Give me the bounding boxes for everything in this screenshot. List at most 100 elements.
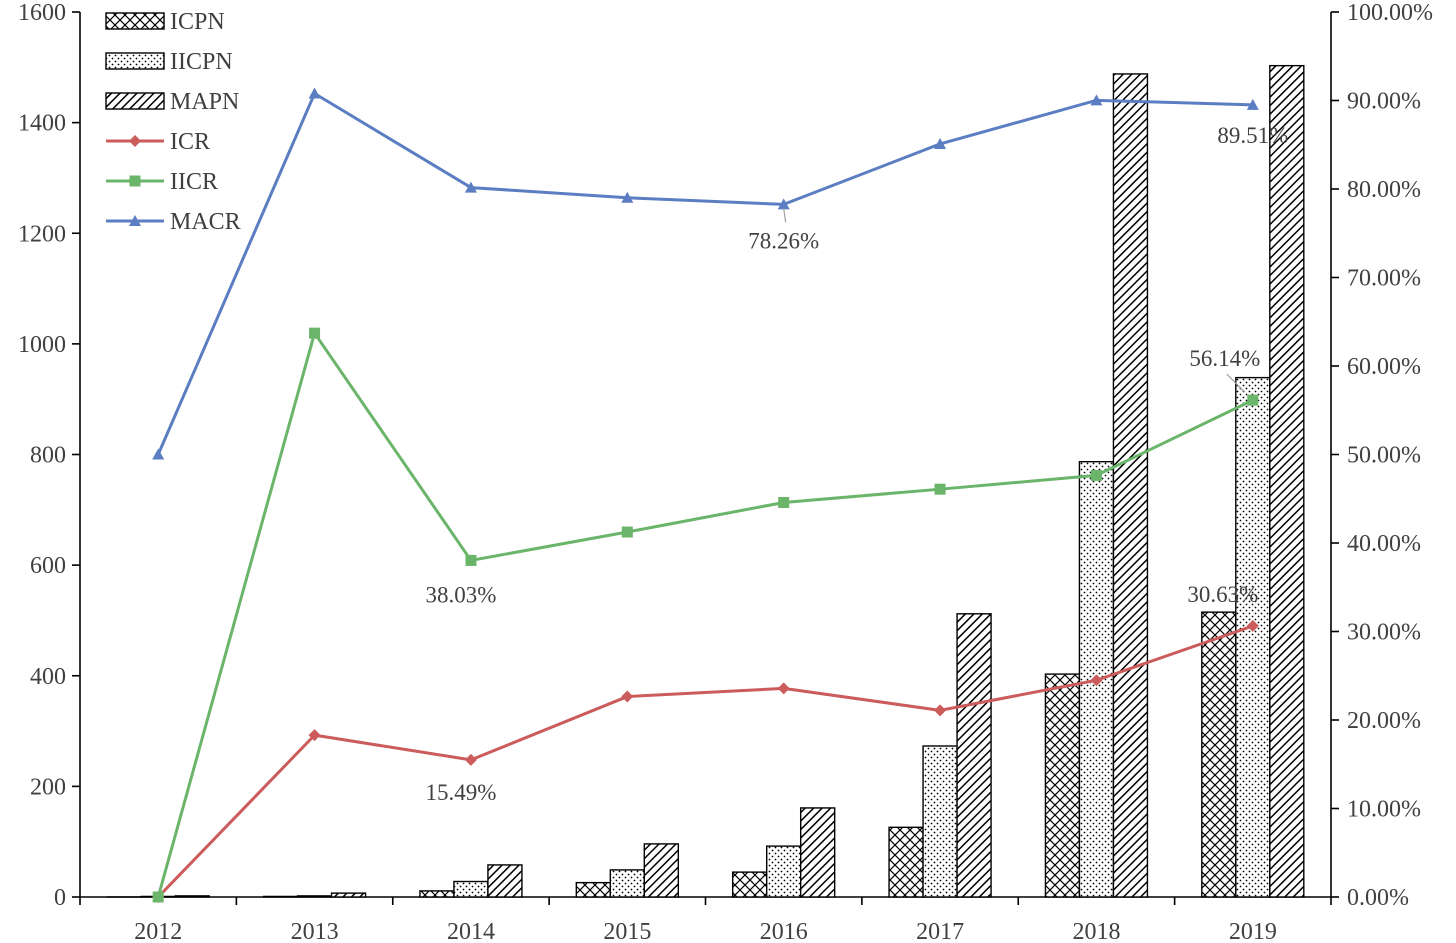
legend-swatch-mapn [105,92,165,110]
bar-iicpn-2018 [1078,460,1115,898]
bar-iicpn-2013 [296,895,333,898]
data-label-icr-2014: 15.49% [425,780,496,805]
bar-mapn-2017 [956,613,992,898]
point-iicr-2012 [152,891,164,903]
point-iicr-2019 [1247,394,1259,406]
line-iicr [156,331,1254,898]
point-iicr-2018 [1090,469,1102,481]
x-tick-label: 2014 [447,919,495,943]
bar-icpn-2016 [731,871,768,898]
left-y-tick-label: 1000 [18,332,66,358]
data-label-macr-2019: 89.51% [1217,123,1288,148]
legend-marker-icr [129,135,141,147]
legend-item-iicr: IICR [106,169,218,195]
point-macr-2013 [308,87,321,99]
x-tick-label: 2015 [603,919,651,943]
right-y-tick-label: 80.00% [1347,177,1421,203]
line-series-group [152,87,1259,903]
legend-label-iicpn: IICPN [170,49,233,75]
legend-label-icr: ICR [170,129,210,155]
point-macr-2019 [1246,98,1259,110]
bar-icpn-2013 [262,895,299,898]
point-icr-2014 [464,753,477,766]
right-y-tick-label: 70.00% [1347,266,1421,292]
point-iicr-2017 [934,483,946,495]
point-iicr-2016 [778,496,790,508]
bar-mapn-2018 [1112,73,1149,898]
right-y-tick-label: 90.00% [1347,89,1421,115]
point-macr-2016 [777,198,790,210]
legend-swatch-iicpn [105,52,165,70]
point-iicr-2015 [621,526,633,538]
legend-item-icpn: ICPN [105,9,225,35]
data-label-iicr-2019: 56.14% [1189,346,1260,371]
bar-iicpn-2017 [922,745,958,898]
axes: 0 200 400 600 800 1000 1200 1400 1600 0.00% 10.00%… [18,0,1433,943]
right-y-tick-label: 0.00% [1347,885,1409,911]
left-y-tick-label: 0 [54,885,66,911]
point-macr-2014 [464,181,477,193]
point-macr-2018 [1090,94,1103,106]
point-iicr-2014 [465,554,477,566]
right-y-tick-label: 40.00% [1347,531,1421,557]
point-icr-2019 [1246,619,1259,632]
x-tick-label: 2013 [291,919,339,943]
legend-item-iicpn: IICPN [105,49,233,75]
x-tick-label: 2017 [916,919,964,943]
data-label-leader [783,208,787,223]
right-y-tick-label: 50.00% [1347,443,1421,469]
data-label-leader [1226,373,1246,393]
right-y-tick-label: 100.00% [1347,0,1433,26]
right-y-tick-label: 10.00% [1347,797,1421,823]
bar-mapn-2013 [330,892,367,898]
x-tick-label: 2019 [1229,919,1277,943]
bar-iicpn-2016 [765,845,802,898]
bar-mapn-2012 [174,895,210,898]
bar-icpn-2015 [575,881,612,898]
legend-label-macr: MACR [170,209,241,235]
legend-item-macr: MACR [106,209,241,235]
left-y-tick-label: 200 [30,774,66,800]
x-tick-label: 2018 [1072,919,1120,943]
legend-label-mapn: MAPN [170,89,239,115]
data-label-group: 78.26% 89.51% 38.03% 56.14% 15.49% 30.63% [425,123,1288,805]
left-y-tick-label: 1400 [18,111,66,137]
point-icr-2018 [1090,674,1103,687]
legend: ICPN IICPN MAPN ICR IICR MACR [105,9,241,235]
legend-marker-macr [129,215,141,226]
point-macr-2015 [621,191,634,203]
left-y-tick-label: 600 [30,553,66,579]
left-y-tick-label: 400 [30,664,66,690]
bar-mapn-2014 [487,864,523,898]
legend-item-mapn: MAPN [105,89,239,115]
point-macr-2017 [934,137,947,149]
point-icr-2016 [777,682,790,695]
bar-mapn-2015 [643,843,680,898]
right-y-tick-label: 20.00% [1347,708,1421,734]
bar-series-group [106,64,1305,898]
data-label-iicr-2014: 38.03% [425,582,496,607]
point-iicr-2013 [309,327,321,339]
point-icr-2015 [621,690,634,703]
bar-icpn-2017 [888,826,924,898]
legend-item-icr: ICR [106,129,210,155]
bar-iicpn-2014 [453,880,489,898]
bar-icpn-2019 [1201,611,1237,898]
line-icr [157,624,1254,899]
bar-icpn-2014 [419,890,455,898]
right-y-tick-label: 60.00% [1347,354,1421,380]
data-label-macr-2016: 78.26% [748,228,819,253]
bar-iicpn-2019 [1235,376,1271,898]
left-y-tick-label: 800 [30,443,66,469]
x-tick-label: 2016 [760,919,808,943]
bar-mapn-2019 [1269,64,1305,898]
x-tick-label: 2012 [134,919,182,943]
bar-iicpn-2015 [609,869,646,898]
legend-swatch-icpn [105,12,165,30]
left-y-tick-label: 1200 [18,221,66,247]
bar-mapn-2016 [799,807,836,898]
data-label-icr-2019: 30.63% [1187,582,1258,607]
point-macr-2012 [152,448,165,460]
point-icr-2017 [934,704,947,717]
